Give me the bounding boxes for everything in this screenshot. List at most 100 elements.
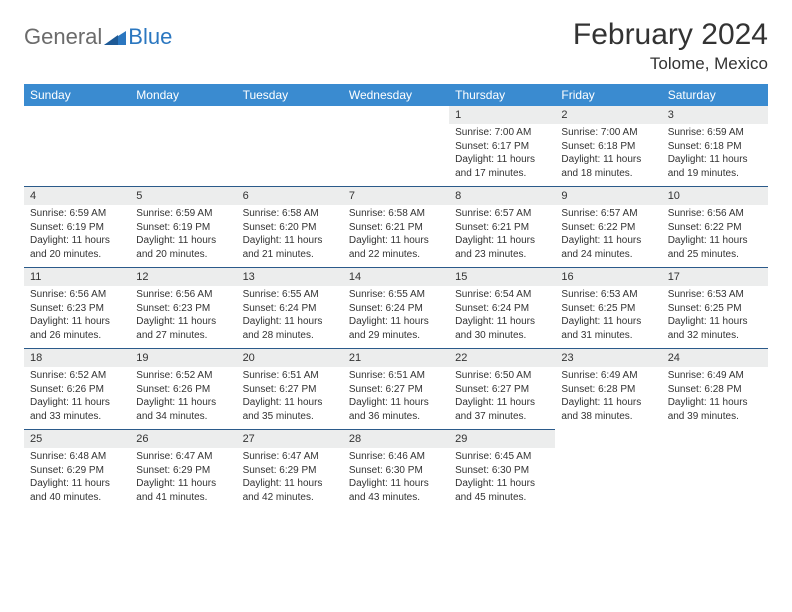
day-of-week-row: Sunday Monday Tuesday Wednesday Thursday… — [24, 84, 768, 106]
day-cell — [24, 124, 130, 187]
daylight-text: Daylight: 11 hours — [561, 234, 655, 248]
day-cell: Sunrise: 6:55 AMSunset: 6:24 PMDaylight:… — [343, 286, 449, 349]
day-number: 12 — [130, 268, 236, 287]
sunset-text: Sunset: 6:24 PM — [349, 302, 443, 316]
sunrise-text: Sunrise: 6:49 AM — [561, 369, 655, 383]
day-cell: Sunrise: 6:59 AMSunset: 6:19 PMDaylight:… — [24, 205, 130, 268]
day-number: 18 — [24, 349, 130, 368]
daynum-row: 123 — [24, 106, 768, 124]
sunrise-text: Sunrise: 6:59 AM — [668, 126, 762, 140]
calendar-table: Sunday Monday Tuesday Wednesday Thursday… — [24, 84, 768, 106]
sunset-text: Sunset: 6:27 PM — [455, 383, 549, 397]
day-number: 13 — [237, 268, 343, 287]
daylight-text: Daylight: 11 hours — [455, 396, 549, 410]
sunset-text: Sunset: 6:22 PM — [668, 221, 762, 235]
sunrise-text: Sunrise: 6:53 AM — [668, 288, 762, 302]
day-cell: Sunrise: 7:00 AMSunset: 6:17 PMDaylight:… — [449, 124, 555, 187]
daylight-text-2: and 24 minutes. — [561, 248, 655, 262]
day-cell — [555, 448, 661, 510]
daynum-row: 11121314151617 — [24, 268, 768, 287]
daylight-text-2: and 26 minutes. — [30, 329, 124, 343]
day-cell: Sunrise: 6:58 AMSunset: 6:20 PMDaylight:… — [237, 205, 343, 268]
sunset-text: Sunset: 6:28 PM — [668, 383, 762, 397]
daylight-text-2: and 39 minutes. — [668, 410, 762, 424]
data-row: Sunrise: 6:52 AMSunset: 6:26 PMDaylight:… — [24, 367, 768, 430]
sunrise-text: Sunrise: 6:58 AM — [349, 207, 443, 221]
daylight-text: Daylight: 11 hours — [349, 477, 443, 491]
daylight-text: Daylight: 11 hours — [243, 315, 337, 329]
day-cell: Sunrise: 6:59 AMSunset: 6:19 PMDaylight:… — [130, 205, 236, 268]
day-cell: Sunrise: 6:46 AMSunset: 6:30 PMDaylight:… — [343, 448, 449, 510]
daylight-text: Daylight: 11 hours — [455, 477, 549, 491]
daylight-text-2: and 20 minutes. — [136, 248, 230, 262]
day-number: 23 — [555, 349, 661, 368]
day-number — [555, 430, 661, 449]
day-number: 4 — [24, 187, 130, 206]
daylight-text-2: and 43 minutes. — [349, 491, 443, 505]
sunset-text: Sunset: 6:24 PM — [243, 302, 337, 316]
day-number: 2 — [555, 106, 661, 124]
day-number: 21 — [343, 349, 449, 368]
dow-sun: Sunday — [24, 84, 130, 106]
sunset-text: Sunset: 6:29 PM — [243, 464, 337, 478]
daylight-text-2: and 37 minutes. — [455, 410, 549, 424]
day-number: 8 — [449, 187, 555, 206]
day-number: 7 — [343, 187, 449, 206]
sunset-text: Sunset: 6:29 PM — [136, 464, 230, 478]
day-number: 27 — [237, 430, 343, 449]
day-number: 22 — [449, 349, 555, 368]
logo: General Blue — [24, 18, 172, 50]
sunrise-text: Sunrise: 6:45 AM — [455, 450, 549, 464]
logo-triangle-icon — [104, 29, 126, 45]
day-number: 24 — [662, 349, 768, 368]
daylight-text: Daylight: 11 hours — [349, 234, 443, 248]
sunset-text: Sunset: 6:19 PM — [30, 221, 124, 235]
dow-wed: Wednesday — [343, 84, 449, 106]
day-cell: Sunrise: 6:50 AMSunset: 6:27 PMDaylight:… — [449, 367, 555, 430]
sunrise-text: Sunrise: 6:59 AM — [30, 207, 124, 221]
daylight-text: Daylight: 11 hours — [455, 315, 549, 329]
daylight-text-2: and 29 minutes. — [349, 329, 443, 343]
daylight-text: Daylight: 11 hours — [30, 477, 124, 491]
day-cell — [343, 124, 449, 187]
data-row: Sunrise: 6:48 AMSunset: 6:29 PMDaylight:… — [24, 448, 768, 510]
sunrise-text: Sunrise: 6:51 AM — [349, 369, 443, 383]
daylight-text: Daylight: 11 hours — [455, 234, 549, 248]
sunset-text: Sunset: 6:20 PM — [243, 221, 337, 235]
sunset-text: Sunset: 6:30 PM — [455, 464, 549, 478]
day-number: 6 — [237, 187, 343, 206]
day-cell: Sunrise: 6:57 AMSunset: 6:21 PMDaylight:… — [449, 205, 555, 268]
day-cell: Sunrise: 6:55 AMSunset: 6:24 PMDaylight:… — [237, 286, 343, 349]
day-number: 25 — [24, 430, 130, 449]
sunset-text: Sunset: 6:23 PM — [136, 302, 230, 316]
sunrise-text: Sunrise: 6:47 AM — [136, 450, 230, 464]
day-number — [343, 106, 449, 124]
sunrise-text: Sunrise: 6:52 AM — [136, 369, 230, 383]
day-number — [130, 106, 236, 124]
daylight-text: Daylight: 11 hours — [455, 153, 549, 167]
sunset-text: Sunset: 6:27 PM — [243, 383, 337, 397]
daylight-text: Daylight: 11 hours — [136, 234, 230, 248]
daylight-text: Daylight: 11 hours — [561, 153, 655, 167]
daylight-text: Daylight: 11 hours — [349, 315, 443, 329]
sunset-text: Sunset: 6:26 PM — [30, 383, 124, 397]
day-cell: Sunrise: 6:52 AMSunset: 6:26 PMDaylight:… — [24, 367, 130, 430]
daynum-row: 2526272829 — [24, 430, 768, 449]
sunrise-text: Sunrise: 6:48 AM — [30, 450, 124, 464]
sunrise-text: Sunrise: 6:47 AM — [243, 450, 337, 464]
sunset-text: Sunset: 6:22 PM — [561, 221, 655, 235]
title-block: February 2024 Tolome, Mexico — [573, 18, 768, 74]
daylight-text-2: and 19 minutes. — [668, 167, 762, 181]
sunrise-text: Sunrise: 6:49 AM — [668, 369, 762, 383]
daylight-text-2: and 21 minutes. — [243, 248, 337, 262]
sunrise-text: Sunrise: 6:52 AM — [30, 369, 124, 383]
sunset-text: Sunset: 6:18 PM — [668, 140, 762, 154]
sunset-text: Sunset: 6:29 PM — [30, 464, 124, 478]
daylight-text-2: and 17 minutes. — [455, 167, 549, 181]
day-cell: Sunrise: 6:45 AMSunset: 6:30 PMDaylight:… — [449, 448, 555, 510]
dow-tue: Tuesday — [237, 84, 343, 106]
daylight-text: Daylight: 11 hours — [243, 477, 337, 491]
daylight-text-2: and 40 minutes. — [30, 491, 124, 505]
sunset-text: Sunset: 6:23 PM — [30, 302, 124, 316]
daylight-text-2: and 41 minutes. — [136, 491, 230, 505]
